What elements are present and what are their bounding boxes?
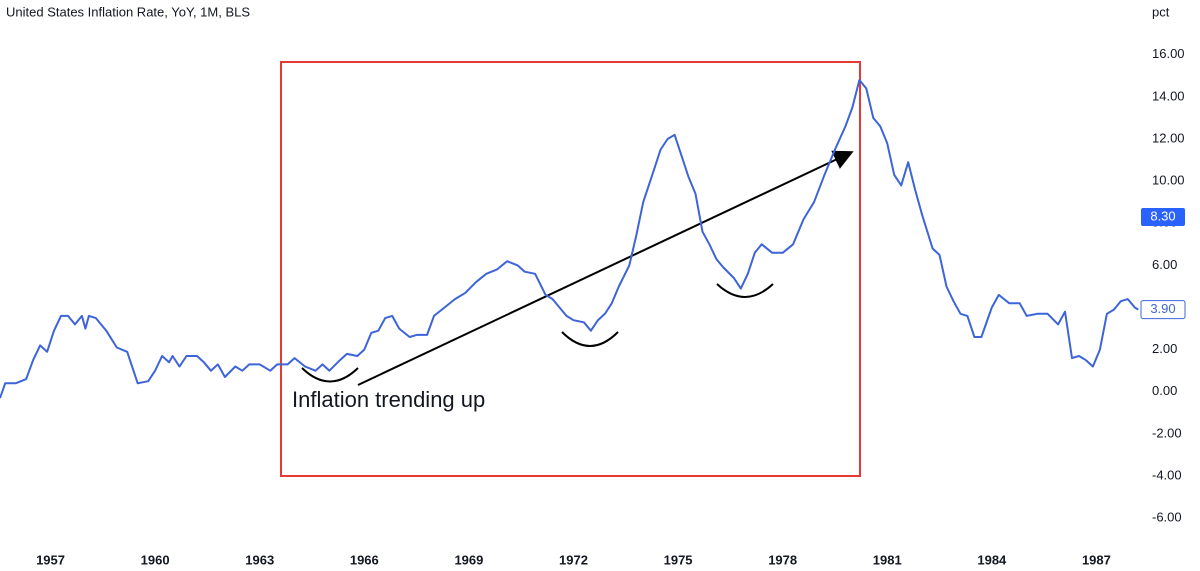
x-tick-label: 1972 [559, 552, 588, 567]
annotation: Inflation trending up [292, 387, 485, 412]
chart-title: United States Inflation Rate, YoY, 1M, B… [6, 4, 250, 19]
trough-arc [301, 367, 359, 383]
y-tick-label: 16.00 [1152, 46, 1185, 61]
x-tick-label: 1978 [768, 552, 797, 567]
line-series [0, 79, 1139, 399]
y-tick-label: 12.00 [1152, 130, 1185, 145]
x-tick-label: 1960 [141, 552, 170, 567]
marker-tag [1141, 207, 1185, 226]
highlight-box [280, 61, 861, 477]
marker-tag-label: 8.30 [1150, 208, 1175, 223]
x-tick-label: 1975 [664, 552, 693, 567]
x-tick-label: 1981 [873, 552, 902, 567]
y-tick-label: 10.00 [1152, 173, 1185, 188]
y-unit: pct [1152, 4, 1170, 19]
y-tick-label: 0.00 [1152, 383, 1177, 398]
x-tick-label: 1957 [36, 552, 65, 567]
y-tick-label: 2.00 [1152, 341, 1177, 356]
x-tick-label: 1963 [245, 552, 274, 567]
trough-arc [716, 283, 774, 298]
x-tick-label: 1987 [1082, 552, 1111, 567]
x-tick-label: 1984 [977, 552, 1007, 567]
x-tick-label: 1969 [454, 552, 483, 567]
last-value-label: 3.90 [1150, 301, 1175, 316]
y-tick-label: -2.00 [1152, 425, 1182, 440]
x-tick-label: 1966 [350, 552, 379, 567]
y-tick-label: -6.00 [1152, 510, 1182, 525]
y-tick-label: 14.00 [1152, 88, 1185, 103]
trend-arrow [357, 150, 854, 386]
y-tick-label: -4.00 [1152, 467, 1182, 482]
y-tick-label: 6.00 [1152, 257, 1177, 272]
trough-arc [561, 331, 619, 347]
last-value-tag [1140, 300, 1186, 320]
